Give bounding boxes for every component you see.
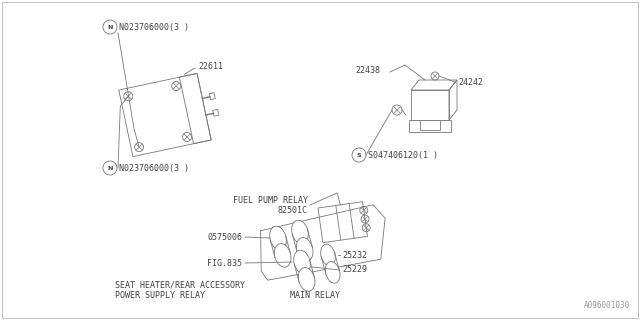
- Text: N: N: [108, 165, 113, 171]
- Ellipse shape: [325, 262, 340, 283]
- Ellipse shape: [292, 220, 308, 244]
- Text: N023706000(3 ): N023706000(3 ): [119, 164, 189, 172]
- Text: A096001030: A096001030: [584, 301, 630, 310]
- Ellipse shape: [298, 268, 315, 291]
- Ellipse shape: [294, 250, 310, 274]
- Bar: [411, 90, 449, 120]
- Text: S: S: [356, 153, 362, 157]
- Ellipse shape: [275, 244, 291, 267]
- Text: 25232: 25232: [342, 251, 367, 260]
- Bar: [420, 120, 440, 130]
- Bar: [409, 120, 451, 132]
- Ellipse shape: [269, 226, 286, 250]
- Text: MAIN RELAY: MAIN RELAY: [290, 291, 340, 300]
- Bar: [209, 93, 215, 100]
- Text: 82501C: 82501C: [278, 205, 308, 214]
- Text: N023706000(3 ): N023706000(3 ): [119, 22, 189, 31]
- Text: 22611: 22611: [198, 61, 223, 70]
- Text: 22438: 22438: [355, 66, 380, 75]
- Ellipse shape: [321, 244, 335, 266]
- Text: S047406120(1 ): S047406120(1 ): [368, 150, 438, 159]
- Text: 25229: 25229: [342, 266, 367, 275]
- Text: FIG.835: FIG.835: [207, 259, 242, 268]
- Ellipse shape: [296, 238, 313, 261]
- Text: POWER SUPPLY RELAY: POWER SUPPLY RELAY: [115, 291, 205, 300]
- Text: N: N: [108, 25, 113, 29]
- Text: 24242: 24242: [458, 77, 483, 86]
- Text: FUEL PUMP RELAY: FUEL PUMP RELAY: [233, 196, 308, 204]
- Bar: [212, 109, 219, 116]
- Text: 0575006: 0575006: [207, 233, 242, 242]
- Text: SEAT HEATER/REAR ACCESSORY: SEAT HEATER/REAR ACCESSORY: [115, 281, 245, 290]
